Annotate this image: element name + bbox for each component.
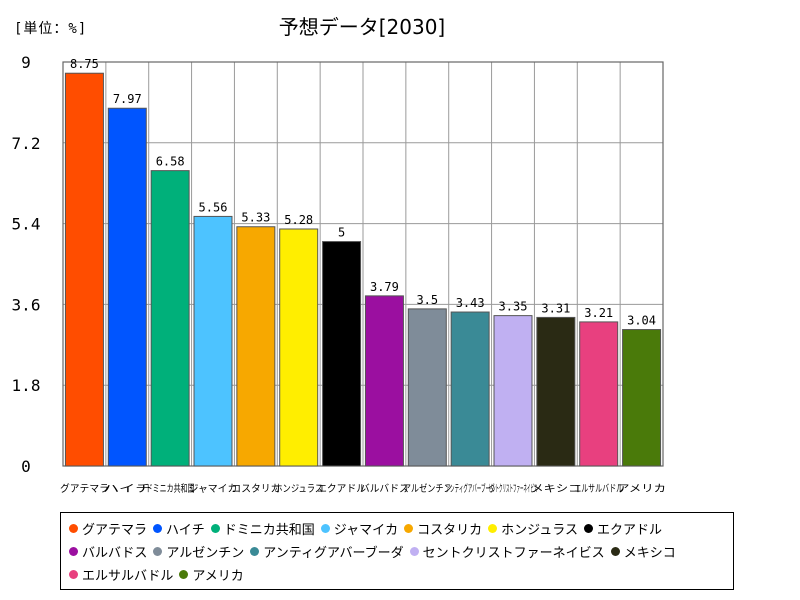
x-tick-label: ドミニカ共和国 (146, 483, 195, 495)
legend-label: セントクリストファーネイビス (422, 546, 605, 561)
legend-item: エクアドル (584, 519, 662, 538)
y-tick-label: 0 (21, 457, 31, 476)
x-tick-label: メキシコ (531, 484, 580, 495)
x-tick-label: バルバドス (360, 483, 409, 495)
bar-value-label: 3.79 (370, 280, 399, 294)
legend-label: アルゼンチン (166, 546, 245, 561)
bar-value-label: 5.56 (199, 200, 228, 214)
legend-label: ドミニカ共和国 (223, 523, 315, 538)
legend-label: メキシコ (623, 546, 676, 561)
y-tick-label: 7.2 (12, 134, 41, 153)
bar-value-label: 5.28 (284, 213, 313, 227)
legend-label: グアテマラ (82, 523, 148, 538)
legend-swatch (69, 570, 78, 579)
legend-swatch (584, 524, 593, 533)
bar-value-label: 7.97 (113, 92, 142, 106)
bar-value-label: 8.75 (70, 57, 99, 71)
legend-label: ハイチ (166, 523, 205, 538)
legend-row: エルサルバドル アメリカ (69, 563, 733, 586)
legend-row: バルバドス アルゼンチン アンティグアバーブーダ セントクリストファーネイビス メキシコ (69, 540, 733, 563)
bar-value-label: 3.5 (416, 293, 438, 307)
legend-row: グアテマラ ハイチ ドミニカ共和国 ジャマイカ コスタリカ ホンジュラス エクアドル (69, 517, 733, 540)
y-tick-label: 3.6 (12, 295, 41, 314)
legend-item: セントクリストファーネイビス (409, 542, 605, 561)
legend-item: ジャマイカ (320, 519, 399, 538)
legend-swatch (610, 547, 620, 556)
x-tick-label: エルサルバドル (574, 483, 623, 495)
unit-label: [単位：%] (14, 21, 88, 37)
bar-value-label: 3.21 (584, 306, 613, 320)
legend-swatch (320, 524, 330, 533)
bar-value-label: 3.43 (456, 296, 485, 310)
legend-swatch (153, 547, 163, 556)
legend-label: ジャマイカ (333, 523, 399, 538)
y-tick-label: 5.4 (12, 215, 41, 234)
bar (322, 241, 362, 467)
bar-value-label: 5 (338, 226, 345, 240)
bar (236, 226, 276, 467)
legend-label: エクアドル (597, 523, 663, 538)
bar (407, 308, 447, 467)
legend-label: エルサルバドル (82, 569, 174, 584)
legend-swatch (210, 524, 220, 533)
bar (107, 107, 147, 467)
bar-value-label: 3.04 (627, 314, 656, 328)
legend-item: アルゼンチン (153, 542, 244, 561)
x-tick-label: グアテマラ (60, 482, 109, 495)
x-tick-label: アメリカ (617, 483, 666, 495)
y-tick-label: 9 (21, 53, 31, 72)
legend-item: コスタリカ (404, 519, 482, 538)
x-tick-label: エクアドル (317, 483, 366, 495)
chart-legend: グアテマラ ハイチ ドミニカ共和国 ジャマイカ コスタリカ ホンジュラス エクアドルバルバド… (60, 512, 734, 590)
bar (364, 295, 404, 467)
legend-item: エルサルバドル (69, 565, 173, 584)
x-tick-label: コスタリカ (231, 483, 280, 495)
bar (579, 321, 619, 467)
x-tick-label: アルゼンチン (403, 483, 452, 495)
x-tick-label: ジャマイカ (189, 483, 238, 495)
legend-swatch (250, 547, 260, 556)
legend-swatch (488, 524, 498, 533)
legend-swatch (404, 524, 414, 533)
legend-swatch (69, 524, 78, 533)
legend-item: ホンジュラス (488, 519, 578, 538)
legend-label: バルバドス (82, 546, 148, 561)
bar (493, 315, 533, 467)
x-tick-label: ホンジュラス (274, 483, 323, 495)
legend-item: グアテマラ (69, 519, 147, 538)
plot-frame (62, 61, 664, 467)
legend-item: アンティグアバーブーダ (250, 542, 404, 561)
bar (193, 215, 233, 467)
bar-value-label: 3.31 (541, 301, 570, 315)
legend-swatch (409, 547, 419, 556)
bar (536, 316, 576, 467)
bar (450, 311, 490, 467)
legend-swatch (179, 570, 189, 579)
bar-chart: 予想データ[2030] 0 1.8 3.6 5.4 7.2 9 8.75 グアテマラ 7.97 ハイ… (12, 15, 666, 495)
bar (150, 170, 190, 467)
bar-value-label: 3.35 (499, 300, 528, 314)
bar (622, 329, 662, 467)
bar (279, 228, 319, 467)
chart-title: 予想データ[2030] (279, 15, 446, 39)
legend-item: ドミニカ共和国 (210, 519, 315, 538)
legend-label: ホンジュラス (501, 523, 578, 538)
legend-label: コスタリカ (417, 523, 483, 538)
legend-label: アメリカ (192, 569, 244, 584)
legend-item: メキシコ (610, 542, 676, 561)
y-tick-label: 1.8 (12, 376, 41, 395)
x-tick-label: セントクリストファーネイビス (489, 483, 538, 495)
legend-swatch (153, 524, 163, 533)
legend-item: バルバドス (69, 542, 147, 561)
legend-label: アンティグアバーブーダ (263, 546, 404, 561)
bar-value-label: 5.33 (241, 211, 270, 225)
x-tick-label: ハイチ (103, 483, 152, 495)
legend-item: アメリカ (179, 565, 244, 584)
legend-swatch (69, 547, 78, 556)
x-tick-label: アンティグアバーブーダ (446, 482, 495, 495)
legend-item: ハイチ (153, 519, 205, 538)
bar-value-label: 6.58 (156, 155, 185, 169)
bar (64, 72, 104, 467)
